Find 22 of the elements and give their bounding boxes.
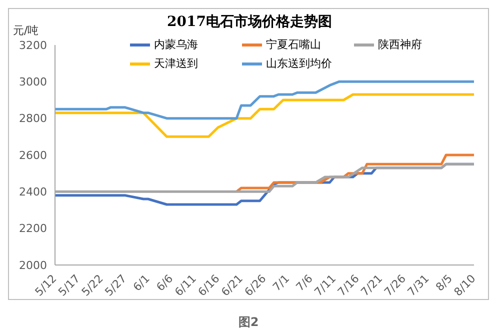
legend-label: 内蒙乌海 [154, 37, 198, 52]
y-tick-label: 2000 [19, 258, 47, 272]
x-tick-label: 8/5 [433, 272, 455, 294]
line-series [55, 93, 474, 138]
legend-label: 陕西神府 [378, 37, 422, 52]
x-tick-label: 6/1 [130, 272, 152, 294]
y-tick-label: 2800 [19, 112, 47, 126]
x-tick-label: 7/1 [270, 272, 292, 294]
y-tick-label: 2600 [19, 148, 47, 162]
x-tick-label: 6/6 [154, 272, 176, 294]
legend-label: 宁夏石嘴山 [266, 37, 321, 52]
y-tick-label: 3000 [19, 76, 47, 89]
x-tick-label: 7/6 [294, 272, 316, 294]
caption: 图2 [237, 314, 260, 331]
line-series [55, 80, 474, 120]
y-axis-title: 元/吨 [13, 23, 39, 38]
y-tick-label: 3200 [19, 38, 47, 52]
y-tick-label: 2400 [19, 186, 47, 199]
legend-label: 天津送到 [154, 56, 198, 71]
y-tick-label: 2200 [19, 222, 47, 236]
legend-label: 山东送到均价 [266, 56, 332, 71]
chart-title: 2017电石市场价格走势图 [167, 14, 332, 30]
